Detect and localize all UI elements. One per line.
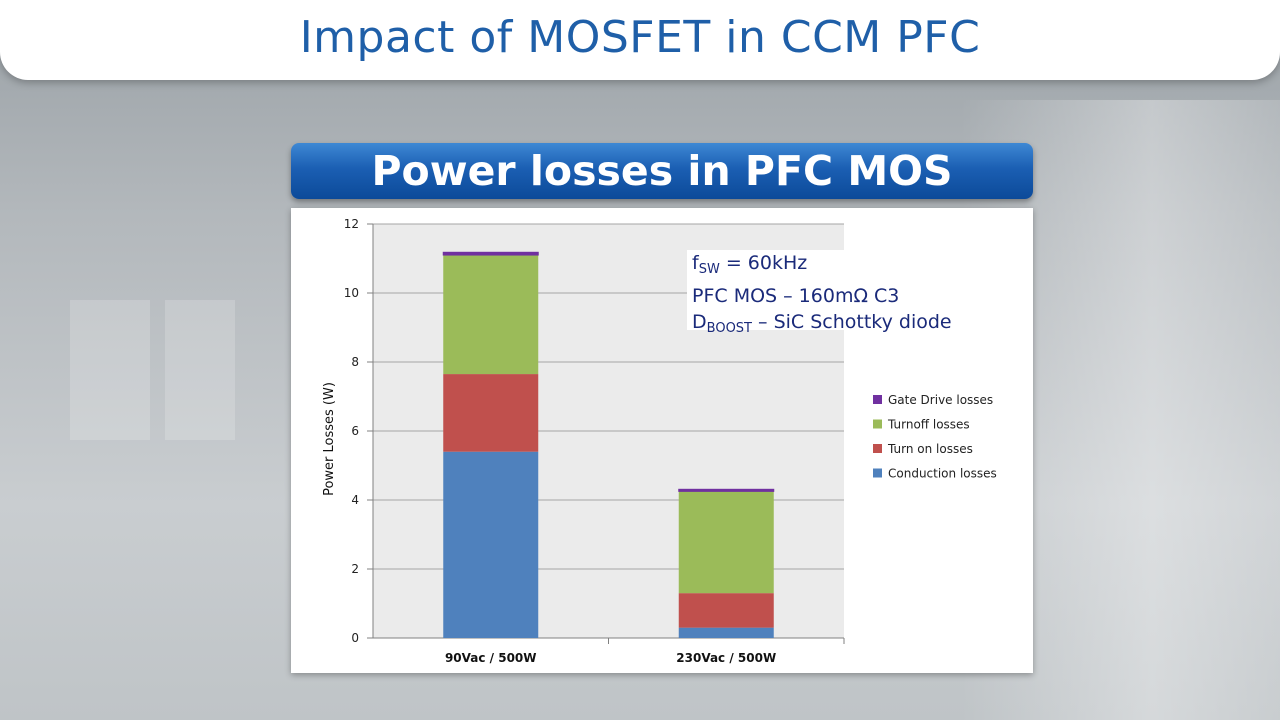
legend-label: Turn on losses	[887, 442, 973, 456]
x-tick-label: 90Vac / 500W	[445, 651, 537, 665]
y-tick-label: 12	[344, 217, 359, 231]
legend-label: Turnoff losses	[887, 418, 970, 432]
bar-segment-turnoff-losses	[443, 255, 539, 375]
bar-segment-conduction-losses	[678, 627, 774, 638]
bar-segment-gate-drive-losses	[678, 488, 775, 492]
annotation-pfc-mos: PFC MOS – 160mΩ C3	[692, 285, 900, 307]
legend-swatch	[873, 444, 882, 453]
annotation-boost-diode: DBOOST – SiC Schottky diode	[692, 311, 952, 336]
slide-title: Impact of MOSFET in CCM PFC	[299, 12, 981, 63]
y-tick-label: 8	[351, 355, 359, 369]
bar-segment-turnoff-losses	[678, 491, 774, 594]
legend-label: Gate Drive losses	[888, 393, 993, 407]
legend-label: Conduction losses	[888, 467, 997, 481]
x-tick-label: 230Vac / 500W	[676, 651, 776, 665]
y-tick-label: 10	[344, 286, 359, 300]
chart-container: 0 2 4 6 8 10 12 Power Losses (W) 90Vac / 500W 230…	[291, 208, 1033, 673]
background-window-left	[70, 300, 150, 440]
annotation-switching-frequency: fSW = 60kHz	[692, 252, 808, 277]
parameters-annotation: fSW = 60kHz PFC MOS – 160mΩ C3 DBOOST – …	[687, 250, 952, 336]
legend-swatch	[873, 468, 882, 478]
y-axis-label: Power Losses (W)	[322, 382, 337, 496]
legend-swatch	[873, 395, 882, 404]
stacked-bar-chart: 0 2 4 6 8 10 12 Power Losses (W) 90Vac / 500W 230…	[322, 217, 997, 665]
y-tick-label: 6	[351, 424, 359, 438]
bar-segment-turn-on-losses	[678, 593, 774, 628]
chart-banner: Power losses in PFC MOS	[291, 143, 1033, 199]
y-tick-label: 2	[351, 562, 359, 576]
y-tick-label: 0	[351, 631, 359, 645]
background-window-right	[165, 300, 235, 440]
chart-banner-title: Power losses in PFC MOS	[371, 147, 953, 195]
bar-segment-gate-drive-losses	[442, 251, 539, 256]
bar-segment-turn-on-losses	[443, 374, 539, 452]
title-bar: Impact of MOSFET in CCM PFC	[0, 0, 1280, 80]
bar-segment-conduction-losses	[443, 451, 539, 638]
legend-swatch	[873, 419, 882, 429]
y-tick-label: 4	[351, 493, 359, 507]
